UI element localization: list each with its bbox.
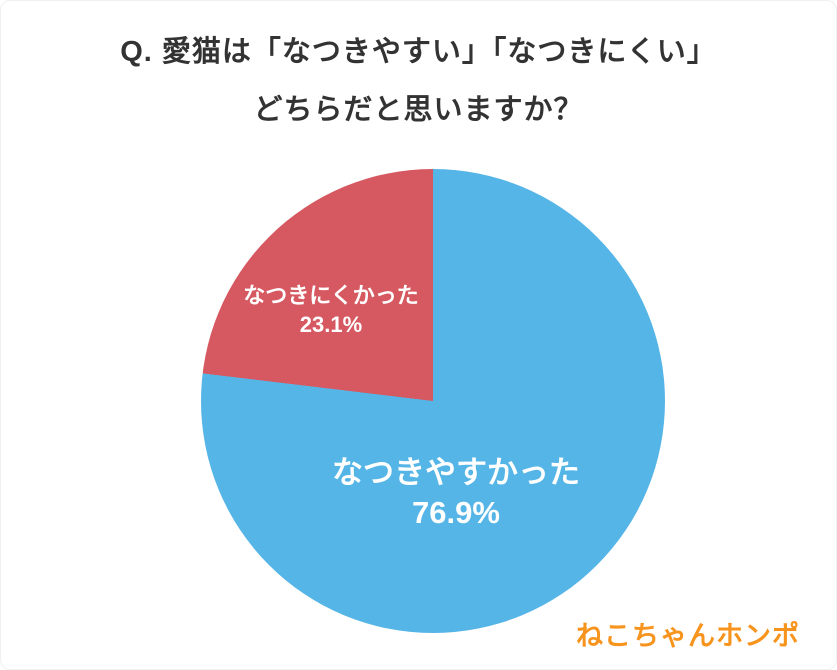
- slice-value-text: 76.9%: [412, 495, 500, 530]
- brand-logo: ねこちゃんホンポ: [576, 621, 800, 651]
- pie-chart: [201, 169, 665, 633]
- slice-value-text: 23.1%: [299, 312, 363, 337]
- pie-slice-label-hard-to-tame: なつきにくかった 23.1%: [211, 281, 451, 339]
- chart-title: Q. 愛猫は「なつきやすい」「なつきにくい」 どちらだと思いますか？: [1, 23, 836, 139]
- chart-title-line2: どちらだと思いますか？: [253, 94, 584, 126]
- slice-label-text: なつきにくかった: [243, 283, 419, 308]
- slice-label-text: なつきやすかった: [332, 455, 580, 490]
- pie-chart-area: なつきにくかった 23.1% なつきやすかった 76.9%: [201, 169, 665, 633]
- chart-title-line1: Q. 愛猫は「なつきやすい」「なつきにくい」: [120, 36, 717, 68]
- pie-slice-label-easy-to-tame: なつきやすかった 76.9%: [301, 453, 611, 533]
